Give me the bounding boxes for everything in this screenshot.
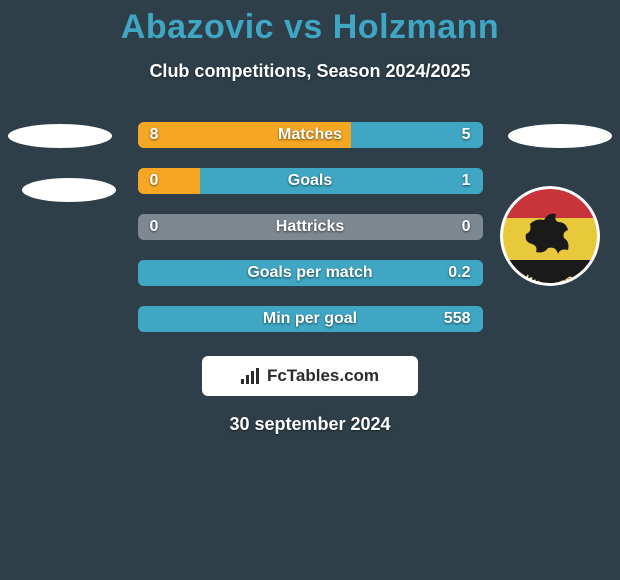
- stat-label: Goals: [288, 172, 332, 190]
- bar-left: [138, 168, 200, 194]
- bar-chart-icon: [241, 368, 261, 384]
- subtitle: Club competitions, Season 2024/2025: [0, 61, 620, 82]
- value-right: 0.2: [448, 264, 470, 282]
- club-badge: ADMIRA WACKER: [500, 186, 600, 286]
- stat-row: 558 Min per goal: [138, 306, 483, 332]
- stat-row: 0.2 Goals per match: [138, 260, 483, 286]
- player-right-ellipse: [508, 124, 612, 148]
- value-right: 558: [444, 310, 471, 328]
- stat-label: Min per goal: [263, 310, 357, 328]
- value-right: 5: [462, 126, 471, 144]
- player-left-ellipse-1: [8, 124, 112, 148]
- stat-row: 0 0 Hattricks: [138, 214, 483, 240]
- brand-box[interactable]: FcTables.com: [202, 356, 418, 396]
- stat-label: Matches: [278, 126, 342, 144]
- player-left-ellipse-2: [22, 178, 116, 202]
- value-left: 0: [150, 172, 159, 190]
- brand-text: FcTables.com: [267, 366, 379, 386]
- bar-right: [200, 168, 483, 194]
- comparison-infographic: Abazovic vs Holzmann Club competitions, …: [0, 0, 620, 580]
- date-text: 30 september 2024: [0, 414, 620, 435]
- stat-row: 0 1 Goals: [138, 168, 483, 194]
- value-left: 0: [150, 218, 159, 236]
- value-right: 1: [462, 172, 471, 190]
- page-title: Abazovic vs Holzmann: [0, 0, 620, 47]
- value-left: 8: [150, 126, 159, 144]
- value-right: 0: [462, 218, 471, 236]
- stat-label: Hattricks: [276, 218, 344, 236]
- stat-row: 8 5 Matches: [138, 122, 483, 148]
- stat-label: Goals per match: [247, 264, 372, 282]
